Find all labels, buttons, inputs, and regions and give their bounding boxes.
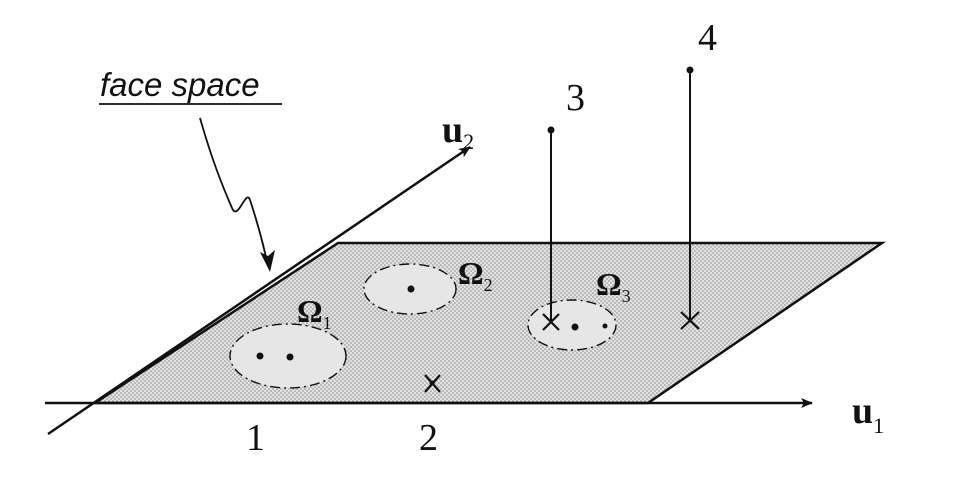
point-2-dot: [429, 380, 435, 386]
class-omega3-point-b: [602, 323, 608, 329]
face-space-pointer-arrow: [199, 117, 269, 267]
u2-axis-label: u2: [442, 109, 474, 154]
face-space-caption: face space: [100, 66, 260, 103]
u1-axis-label: u1: [852, 390, 884, 438]
class-omega1-point-b: [286, 353, 294, 361]
face-space-pointer-arrowhead: [260, 250, 275, 272]
class-omega1-label: Ω1: [297, 293, 332, 333]
point-2-label: 2: [419, 417, 438, 459]
class-omega2-point: [407, 285, 415, 293]
class-omega3-point-a: [571, 323, 579, 331]
point-4-label: 4: [698, 17, 717, 59]
class-omega1-point-a: [256, 352, 264, 360]
point-4-projection-marker: [680, 311, 700, 330]
class-omega2-label: Ω2: [458, 255, 493, 295]
u2-axis: [47, 145, 471, 436]
class-omega3-label: Ω3: [596, 266, 631, 306]
point-3-projection-marker: [542, 313, 560, 331]
point-3-label: 3: [566, 77, 585, 119]
point-1-label: 1: [246, 417, 265, 459]
